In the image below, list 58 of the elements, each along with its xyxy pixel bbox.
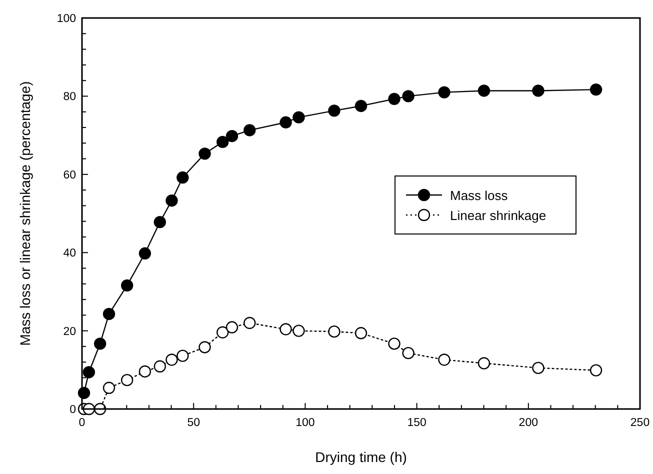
point — [354, 327, 368, 340]
x-tick-label: 50 — [187, 417, 200, 429]
x-tick-label: 100 — [296, 417, 315, 429]
point — [532, 362, 544, 374]
point — [388, 92, 400, 106]
point — [478, 84, 490, 97]
point — [438, 354, 450, 366]
point — [590, 364, 602, 376]
x-axis-title: Drying time (h) — [315, 449, 407, 465]
y-tick-label: 40 — [63, 248, 76, 260]
point — [280, 323, 292, 336]
x-tick-label: 150 — [407, 417, 426, 429]
point — [216, 326, 229, 338]
point — [216, 136, 229, 148]
point — [226, 321, 238, 334]
point — [138, 365, 152, 378]
point — [292, 111, 305, 124]
point — [402, 90, 414, 102]
point — [388, 338, 400, 350]
point — [176, 350, 189, 362]
y-tick-label: 100 — [56, 13, 76, 25]
y-tick-label: 80 — [63, 91, 76, 104]
point — [478, 357, 490, 370]
x-tick-label: 0 — [78, 417, 86, 429]
point — [226, 130, 238, 142]
point — [102, 382, 116, 394]
point — [176, 171, 189, 184]
point — [328, 325, 340, 338]
point — [328, 104, 340, 117]
x-tick-label: 200 — [518, 417, 538, 429]
point — [244, 124, 256, 136]
point — [120, 374, 134, 386]
legend-label: Linear shrinkage — [450, 208, 546, 223]
point — [402, 346, 414, 360]
point — [280, 116, 292, 128]
point — [166, 354, 178, 366]
point — [292, 324, 305, 337]
point — [166, 194, 178, 207]
point — [198, 341, 211, 354]
point — [532, 84, 544, 97]
y-tick-label: 0 — [70, 404, 76, 416]
point — [154, 360, 166, 372]
point — [138, 247, 152, 260]
point — [82, 366, 96, 378]
y-axis-title: Mass loss or linear shrinkage (percentage) — [17, 81, 33, 346]
point — [590, 83, 602, 96]
y-tick-label: 60 — [63, 169, 76, 182]
point — [102, 308, 116, 320]
point — [438, 86, 450, 98]
x-tick-label: 250 — [630, 417, 650, 429]
legend-label: Mass loss — [450, 188, 508, 203]
point — [354, 100, 368, 112]
point — [198, 148, 211, 160]
y-tick-label: 20 — [63, 326, 76, 338]
point — [94, 338, 106, 350]
point — [244, 316, 256, 330]
point — [120, 279, 134, 292]
point — [154, 216, 166, 228]
